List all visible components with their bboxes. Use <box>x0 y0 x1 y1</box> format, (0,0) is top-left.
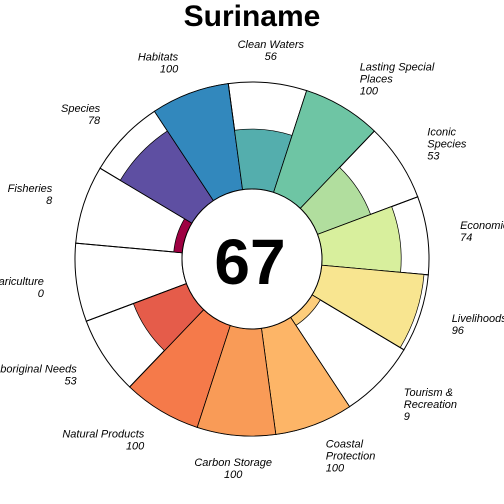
label-species: Species 78 <box>61 103 101 127</box>
label-value-coastal-protection: 100 <box>326 463 345 475</box>
label-carbon-storage: Carbon Storage 100 <box>194 457 272 481</box>
label-value-economies: 74 <box>460 232 472 244</box>
label-aboriginal-needs: Aboriginal Needs 53 <box>0 364 78 388</box>
chart-title: Suriname <box>184 0 321 33</box>
label-name-mariculture: Mariculture <box>0 276 44 288</box>
label-name-coastal-protection: Coastal <box>326 439 364 451</box>
label-name-lasting-special-places: Lasting Special <box>360 62 435 74</box>
label-value-habitats: 100 <box>160 63 179 75</box>
label-mariculture: Mariculture0 <box>0 276 45 300</box>
label-name-fisheries: Fisheries <box>8 183 53 195</box>
label-habitats: Habitats 100 <box>138 51 179 75</box>
label-value-tourism-and-recreation: 9 <box>404 411 410 423</box>
label-livelihoods: Livelihoods 96 <box>452 313 504 337</box>
label-value-natural-products: 100 <box>126 440 145 452</box>
label-name-lasting-special-places: Places <box>360 74 394 86</box>
label-name-livelihoods: Livelihoods <box>452 313 504 325</box>
label-lasting-special-places: Lasting Special Places 100 <box>360 62 435 98</box>
label-value-species: 78 <box>88 115 101 127</box>
label-natural-products: Natural Products 100 <box>62 428 145 452</box>
label-clean-waters: Clean Waters 56 <box>238 39 305 63</box>
label-tourism-and-recreation: Tourism & Recreation 9 <box>404 387 457 423</box>
label-value-mariculture: 0 <box>38 288 45 300</box>
petal-coastal-protection <box>261 316 350 435</box>
label-name-habitats: Habitats <box>138 51 179 63</box>
label-value-aboriginal-needs: 53 <box>64 376 77 388</box>
label-name-iconic-species: Iconic <box>427 126 456 138</box>
petal-livelihoods <box>311 264 425 349</box>
label-value-fisheries: 8 <box>46 195 53 207</box>
center-score: 67 <box>214 226 285 298</box>
center-disc <box>181 188 323 330</box>
label-fisheries: Fisheries 8 <box>8 183 54 207</box>
label-name-natural-products: Natural Products <box>62 428 144 440</box>
label-name-aboriginal-needs: Aboriginal Needs <box>0 364 77 376</box>
label-name-clean-waters: Clean Waters <box>238 39 305 51</box>
label-name-species: Species <box>61 103 101 115</box>
label-value-carbon-storage: 100 <box>224 469 243 481</box>
label-name-economies: Economies <box>460 220 504 232</box>
label-name-tourism-and-recreation: Tourism & <box>404 387 453 399</box>
label-value-lasting-special-places: 100 <box>360 86 379 98</box>
label-value-iconic-species: 53 <box>427 150 440 162</box>
label-name-coastal-protection: Protection <box>326 451 376 463</box>
label-value-livelihoods: 96 <box>452 325 465 337</box>
label-name-carbon-storage: Carbon Storage <box>194 457 272 469</box>
label-value-clean-waters: 56 <box>265 51 278 63</box>
label-coastal-protection: Coastal Protection 100 <box>326 439 376 475</box>
petal-layer <box>74 81 430 437</box>
label-name-iconic-species: Species <box>427 138 467 150</box>
label-name-tourism-and-recreation: Recreation <box>404 399 457 411</box>
label-economies: Economies74 <box>460 220 504 244</box>
label-iconic-species: Iconic Species 53 <box>427 126 467 162</box>
